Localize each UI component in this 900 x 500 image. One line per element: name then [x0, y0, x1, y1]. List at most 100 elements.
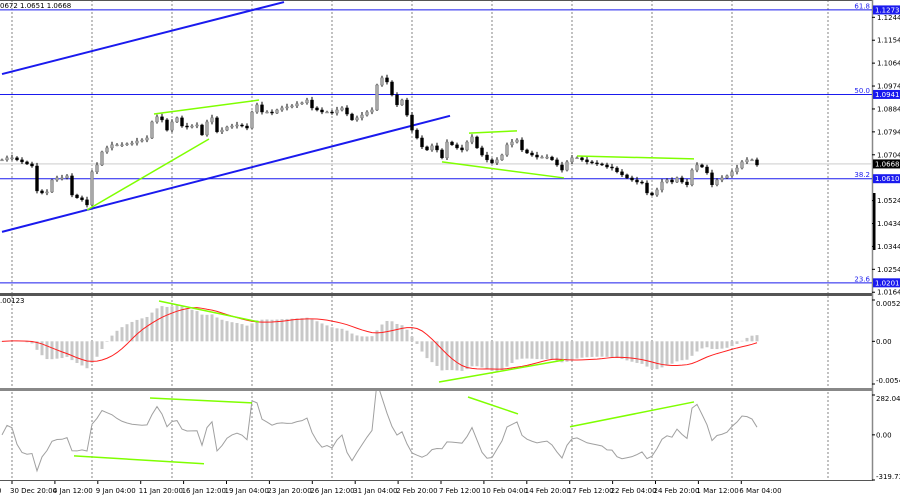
indicator-tick-label: -0.00543: [876, 377, 900, 385]
candle: [225, 125, 229, 132]
macd-histogram-bar: [740, 340, 744, 342]
candle-body: [270, 111, 274, 114]
macd-histogram-bar: [125, 324, 129, 342]
macd-histogram-bar: [290, 318, 294, 342]
price-axis: 1.1244 1.1154 1.1064 1.0974 1.0884 1.0794 1.07…: [872, 5, 900, 481]
macd-histogram-bar: [585, 341, 589, 358]
candle-body: [435, 145, 439, 151]
candle: [530, 150, 534, 157]
macd-histogram-bar: [435, 341, 439, 366]
candle-body: [355, 117, 359, 121]
macd-histogram-bar: [650, 341, 654, 369]
macd-histogram-bar: [590, 341, 594, 357]
macd-histogram-bar: [375, 330, 379, 342]
macd-histogram-bar: [155, 308, 159, 342]
macd-histogram-bar: [520, 341, 524, 359]
macd-histogram-bar: [600, 341, 604, 357]
candle-body: [290, 105, 294, 108]
candle: [690, 168, 694, 187]
time-label: 7 Feb 12:00: [439, 487, 480, 495]
candle: [320, 107, 324, 115]
candle: [700, 163, 704, 169]
candle: [150, 120, 154, 139]
macd-histogram-bar: [445, 341, 449, 371]
candle-body: [590, 161, 594, 164]
candle: [490, 158, 494, 165]
candle: [595, 160, 599, 167]
candle: [30, 161, 34, 168]
macd-histogram-bar: [200, 314, 204, 342]
candle-body: [685, 181, 689, 186]
macd-histogram-bar: [645, 341, 649, 367]
macd-histogram-bar: [25, 341, 29, 343]
candle: [160, 113, 164, 123]
candle-body: [535, 154, 539, 158]
divergence-line: [468, 130, 518, 134]
candle-body: [135, 140, 139, 144]
candle-body: [410, 114, 414, 131]
time-label: 26 Jan 12:00: [310, 487, 354, 495]
candle-body: [20, 159, 24, 163]
macd-histogram-bar: [160, 306, 164, 342]
macd-histogram-bar: [145, 316, 149, 342]
candle-body: [325, 111, 329, 114]
price-tick-label: 1.0974: [877, 83, 900, 91]
macd-histogram-bar: [605, 341, 609, 357]
candle: [105, 145, 109, 154]
candle-body: [210, 117, 214, 123]
candle-body: [90, 171, 94, 206]
candle-body: [690, 169, 694, 186]
candle: [205, 119, 209, 137]
candle-body: [515, 139, 519, 143]
candle: [310, 96, 314, 111]
macd-histogram-bar: [695, 341, 699, 352]
macd-histogram-bar: [165, 306, 169, 342]
candle-body: [125, 143, 129, 146]
macd-histogram-bar: [70, 341, 74, 361]
macd-histogram-bar: [505, 341, 509, 367]
candle-body: [710, 172, 714, 186]
candle-body: [450, 141, 454, 146]
macd-histogram-bar: [275, 319, 279, 342]
macd-histogram-bar: [315, 321, 319, 342]
macd-histogram-bar: [110, 335, 114, 342]
macd-histogram-bar: [255, 320, 259, 342]
trendline: [1, 1, 285, 76]
candle: [270, 109, 274, 116]
macd-histogram-bar: [395, 323, 399, 342]
macd-histogram-bar: [0, 341, 4, 342]
candle: [710, 169, 714, 188]
candle: [245, 123, 249, 131]
candle-body: [165, 119, 169, 131]
candle-body: [300, 102, 304, 105]
candle-body: [150, 121, 154, 139]
candle-body: [80, 197, 84, 201]
macd-histogram-bar: [705, 341, 709, 348]
candle-body: [50, 179, 54, 193]
candle-body: [635, 179, 639, 183]
candle: [625, 173, 629, 179]
ohlc-readout: 0672 1.0651 1.0668: [0, 2, 72, 10]
macd-histogram-bar: [595, 341, 599, 357]
candle: [450, 140, 454, 146]
candle: [65, 174, 69, 180]
candle: [340, 106, 344, 112]
macd-histogram-bar: [210, 314, 214, 342]
candle-body: [250, 111, 254, 129]
candle-body: [335, 109, 339, 114]
macd-histogram-bar: [665, 341, 669, 366]
candle: [455, 142, 459, 150]
macd-histogram-bar: [350, 333, 354, 342]
price-tick-label: 1.1154: [877, 37, 900, 45]
candle: [220, 127, 224, 134]
candle-body: [380, 77, 384, 86]
indicator-tick-label: 0.00: [876, 338, 892, 346]
candle: [305, 97, 309, 105]
candle-body: [220, 129, 224, 133]
candle: [140, 138, 144, 143]
candle-body: [735, 167, 739, 173]
candle: [385, 74, 389, 85]
candle: [460, 144, 464, 153]
price-tick-label: 1.1064: [877, 60, 900, 68]
